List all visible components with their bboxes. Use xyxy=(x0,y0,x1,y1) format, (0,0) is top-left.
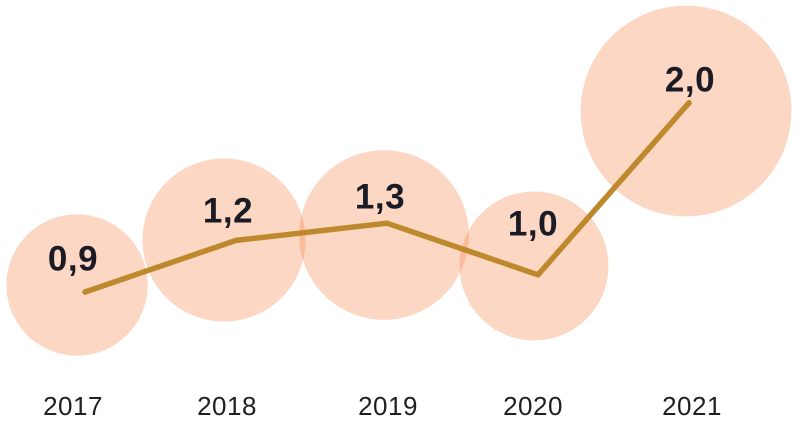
bubble-2018 xyxy=(142,158,306,322)
x-axis-label-2020: 2020 xyxy=(503,391,563,421)
x-axis-label-2019: 2019 xyxy=(358,391,418,421)
bubble-2019 xyxy=(299,150,469,320)
value-label-2020: 1,0 xyxy=(508,205,558,244)
value-label-2019: 1,3 xyxy=(355,178,405,217)
x-axis-label-2017: 2017 xyxy=(43,391,103,421)
value-label-2021: 2,0 xyxy=(665,61,715,100)
value-label-2017: 0,9 xyxy=(48,240,98,279)
bubble-2017 xyxy=(6,214,148,356)
bubble-2021 xyxy=(580,5,792,217)
x-axis-label-2018: 2018 xyxy=(197,391,257,421)
value-label-2018: 1,2 xyxy=(203,192,253,231)
x-axis-label-2021: 2021 xyxy=(662,391,722,421)
trend-line xyxy=(82,100,692,295)
bubble-2020 xyxy=(459,191,609,341)
